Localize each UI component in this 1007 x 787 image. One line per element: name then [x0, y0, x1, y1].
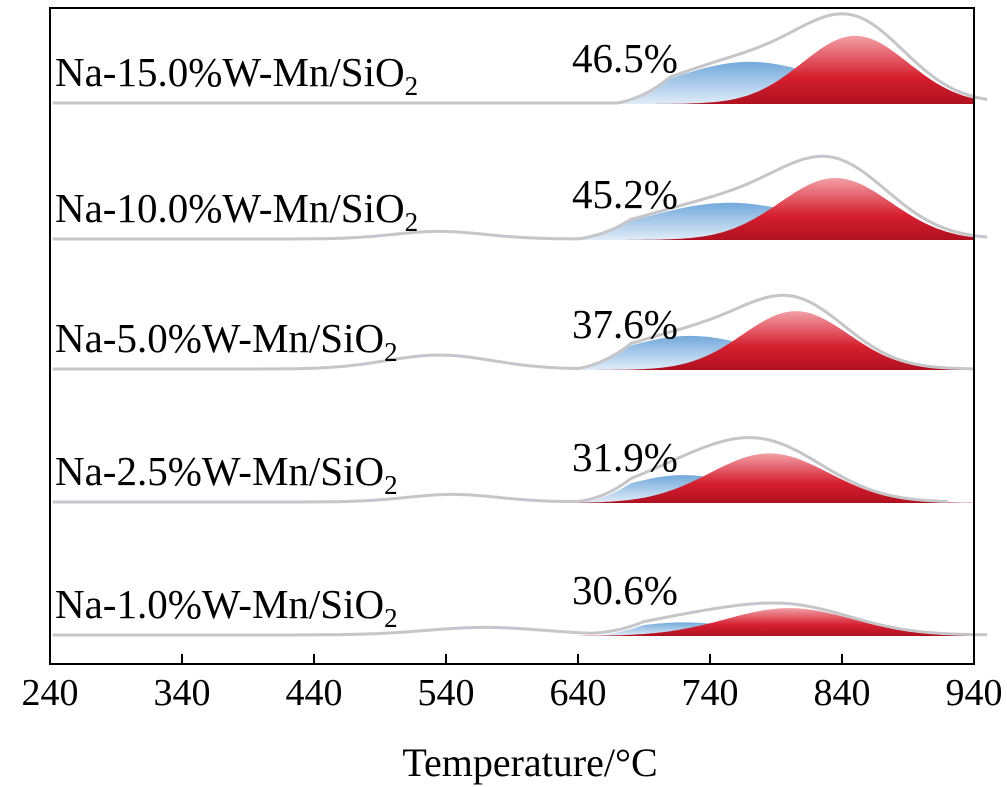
high-temp-peak [578, 608, 974, 636]
series-label: Na-1.0%W-Mn/SiO2 [55, 581, 398, 633]
series-label-main: Na-1.0%W-Mn/SiO [55, 581, 384, 627]
high-temp-peak [578, 311, 974, 370]
series-2: Na-2.5%W-Mn/SiO2 31.9% [52, 434, 974, 504]
plot-frame [49, 7, 975, 665]
percent-label: 45.2% [572, 171, 678, 217]
envelope-trace [52, 12, 988, 105]
percent-label: 31.9% [572, 434, 678, 480]
series-3: Na-5.0%W-Mn/SiO2 37.6% [52, 293, 975, 371]
x-tick-label: 840 [814, 672, 871, 714]
x-tick-label: 340 [154, 672, 211, 714]
high-temp-peak [578, 178, 974, 240]
percent-label: 30.6% [572, 567, 678, 613]
series-label-main: Na-10.0%W-Mn/SiO [55, 185, 405, 231]
x-tick-label: 440 [286, 672, 343, 714]
percent-label: 37.6% [572, 301, 678, 347]
series-5: Na-15.0%W-Mn/SiO2 46.5% [52, 12, 988, 105]
series-1: Na-1.0%W-Mn/SiO2 30.6% [52, 567, 988, 637]
envelope-trace [52, 154, 988, 241]
series-label-main: Na-5.0%W-Mn/SiO [55, 315, 384, 361]
series-layer: Na-1.0%W-Mn/SiO230.6%Na-2.5%W-Mn/SiO231.… [52, 12, 988, 637]
envelope-trace [52, 436, 948, 504]
series-label-main: Na-2.5%W-Mn/SiO [55, 448, 384, 494]
series-label: Na-15.0%W-Mn/SiO2 [55, 49, 418, 101]
low-temp-peak [578, 335, 974, 370]
series-label-subscript: 2 [405, 71, 419, 101]
x-axis-title: Temperature/°C [402, 740, 657, 785]
high-temp-peak [578, 453, 974, 503]
series-label-subscript: 2 [384, 470, 398, 500]
series-label-subscript: 2 [405, 207, 419, 237]
x-tick-label: 740 [682, 672, 739, 714]
series-label: Na-10.0%W-Mn/SiO2 [55, 185, 418, 237]
series-label: Na-5.0%W-Mn/SiO2 [55, 315, 398, 367]
high-temp-peak [578, 35, 974, 104]
x-tick-label: 640 [550, 672, 607, 714]
series-4: Na-10.0%W-Mn/SiO2 45.2% [52, 154, 988, 241]
envelope-trace [52, 293, 975, 371]
envelope-trace [52, 601, 988, 637]
series-label-subscript: 2 [384, 337, 398, 367]
series-label-subscript: 2 [384, 603, 398, 633]
x-axis: 240 340 440 540 640 740 840 940 [22, 654, 1003, 714]
series-label: Na-2.5%W-Mn/SiO2 [55, 448, 398, 500]
x-tick-label: 540 [418, 672, 475, 714]
percent-label: 46.5% [572, 35, 678, 81]
x-tick-label: 940 [946, 672, 1003, 714]
x-tick-label: 240 [22, 672, 79, 714]
series-label-main: Na-15.0%W-Mn/SiO [55, 49, 405, 95]
